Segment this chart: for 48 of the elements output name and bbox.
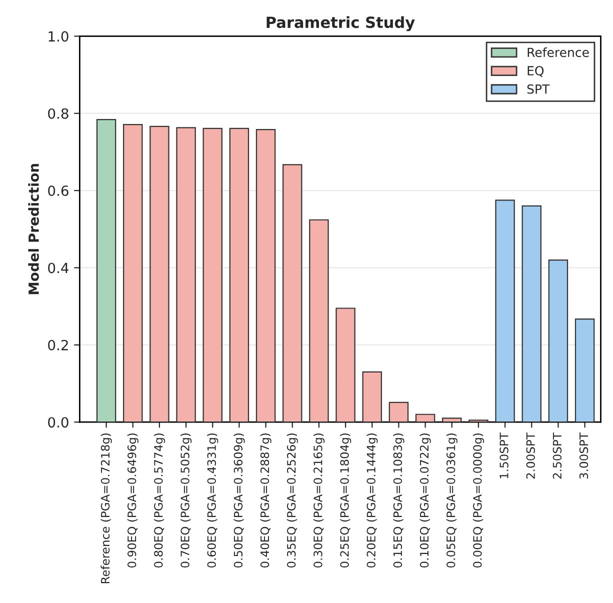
bar [574,318,595,422]
bar [282,164,302,422]
y-tick-label: 1.0 [48,31,68,42]
bar [123,124,143,422]
bar [522,205,542,422]
x-tick-label: 0.20EQ (PGA=0.1444g) [366,434,378,568]
bar [256,129,276,422]
x-tick-label: Reference (PGA=0.7218g) [100,434,112,584]
x-tick-label: 1.50SPT [500,432,508,478]
legend-label: Reference [528,47,589,58]
x-tick-label: 0.60EQ (PGA=0.4331g) [207,434,218,568]
bar [548,259,568,422]
y-tick-label: 0.6 [48,186,68,196]
bar [150,126,170,422]
bar [96,118,116,422]
y-tick-label: 0.4 [48,262,68,274]
y-tick-label: 0.0 [48,417,68,428]
x-tick-label: 0.00EQ (PGA=0.0000g) [472,434,484,568]
bar [442,418,462,422]
bar [415,414,436,422]
chart-title: Parametric Study [266,16,415,32]
bar [309,219,329,422]
y-axis-title: Model Prediction [28,164,39,294]
bar [388,402,409,422]
bar [229,128,250,422]
x-tick-label: 0.40EQ (PGA=0.2887g) [260,434,272,568]
bar [362,371,382,422]
x-tick-label: 0.10EQ (PGA=0.0722g) [420,434,431,568]
y-tick-label: 0.2 [48,340,68,350]
legend-label: EQ [528,66,544,77]
x-tick-label: 2.00SPT [526,432,535,479]
x-tick-label: 0.30EQ (PGA=0.2165g) [313,434,325,568]
x-tick-label: 0.50EQ (PGA=0.3609g) [234,434,245,568]
x-tick-label: 0.35EQ (PGA=0.2526g) [286,434,298,568]
x-tick-label: 0.70EQ (PGA=0.5052g) [180,434,192,568]
x-tick-label: 0.80EQ (PGA=0.5774g) [154,434,166,568]
x-tick-label: 2.50SPT [552,432,562,479]
x-tick-label: 0.90EQ (PGA=0.6496g) [127,434,138,568]
bar [336,308,356,422]
x-tick-label: 0.25EQ (PGA=0.1804g) [340,434,352,568]
legend-label: SPT [527,84,550,94]
y-tick-label: 0.8 [48,108,68,119]
x-tick-label: 0.05EQ (PGA=0.0361g) [446,434,458,568]
x-tick-label: 0.15EQ (PGA=0.1083g) [393,434,404,568]
bar [495,200,515,422]
x-tick-label: 3.00SPT [579,432,588,479]
bar [176,127,196,422]
bar [202,128,222,422]
